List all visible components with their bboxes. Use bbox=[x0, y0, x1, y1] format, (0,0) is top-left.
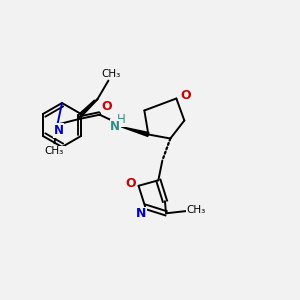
Text: N: N bbox=[110, 120, 120, 133]
Text: CH₃: CH₃ bbox=[45, 146, 64, 156]
Text: O: O bbox=[125, 177, 136, 190]
Text: CH₃: CH₃ bbox=[186, 205, 206, 215]
Text: CH₃: CH₃ bbox=[102, 69, 121, 79]
Text: O: O bbox=[180, 89, 191, 102]
Text: N: N bbox=[136, 207, 146, 220]
Text: O: O bbox=[101, 100, 112, 113]
Text: N: N bbox=[53, 124, 63, 137]
Polygon shape bbox=[120, 127, 149, 136]
Text: H: H bbox=[117, 113, 126, 126]
